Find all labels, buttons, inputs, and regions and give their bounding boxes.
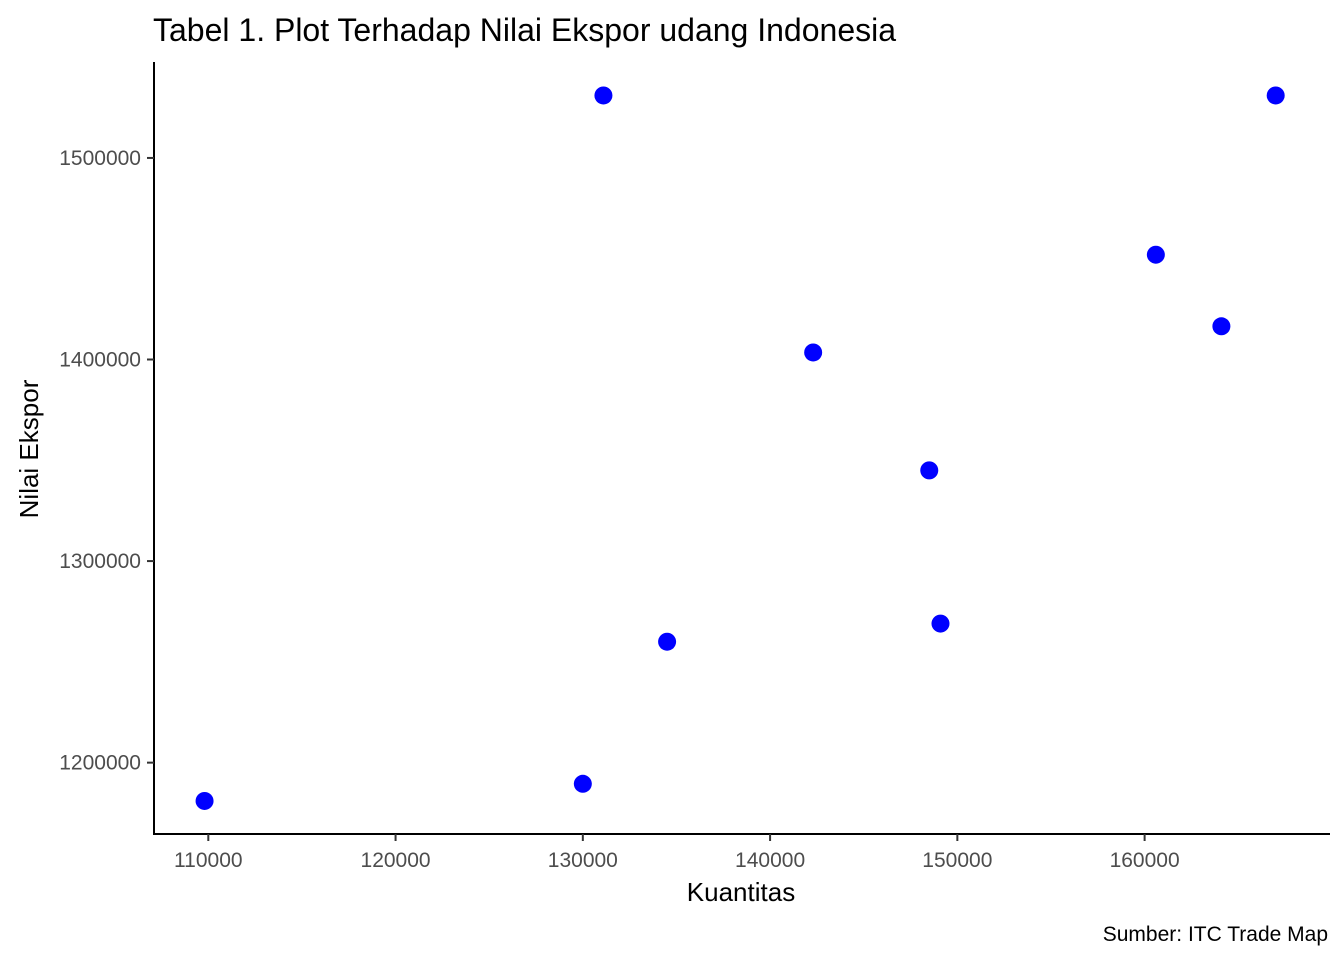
x-tick-label: 150000: [922, 849, 992, 872]
y-tick-label: 1200000: [59, 752, 141, 775]
x-tick-label: 120000: [361, 849, 431, 872]
data-point: [195, 791, 214, 810]
x-tick-label: 160000: [1110, 849, 1180, 872]
source-caption: Sumber: ITC Trade Map: [1103, 923, 1328, 946]
data-point: [931, 614, 950, 633]
data-point: [594, 86, 613, 105]
data-point: [1212, 317, 1231, 336]
y-tick-label: 1400000: [59, 349, 141, 372]
y-tick-label: 1300000: [59, 550, 141, 573]
data-point: [573, 774, 592, 793]
x-tick-label: 130000: [548, 849, 618, 872]
data-point: [1266, 86, 1285, 105]
y-axis-title: Nilai Ekspor: [14, 379, 44, 518]
data-point: [658, 632, 677, 651]
data-point: [804, 343, 823, 362]
chart-title: Tabel 1. Plot Terhadap Nilai Ekspor udan…: [153, 12, 896, 48]
data-points: [195, 86, 1285, 810]
y-tick-label: 1500000: [59, 147, 141, 170]
x-axis-title: Kuantitas: [687, 877, 795, 907]
x-tick-label: 140000: [735, 849, 805, 872]
x-tick-label: 110000: [174, 849, 243, 872]
axes: [153, 62, 1330, 835]
y-ticks: 1200000 1300000 1400000 1500000: [59, 147, 154, 775]
x-ticks: 110000 120000 130000 140000 150000 160000: [174, 834, 1180, 872]
data-point: [1146, 245, 1165, 264]
data-point: [920, 461, 939, 480]
